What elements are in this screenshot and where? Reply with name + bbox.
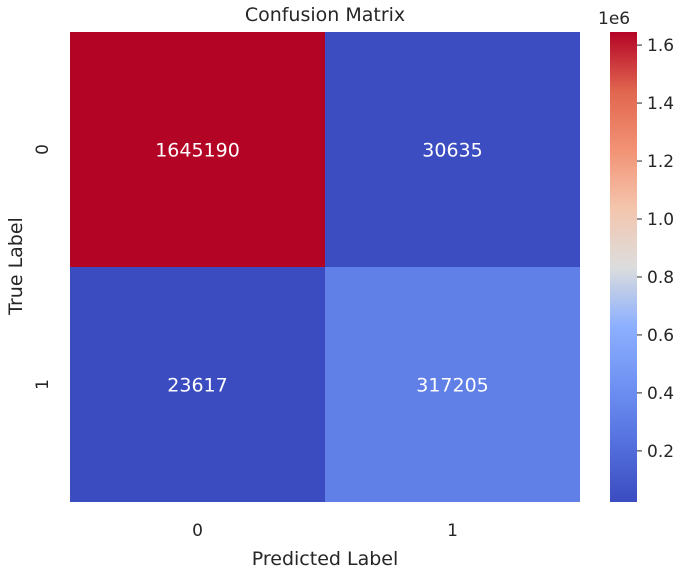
cell-value-label: 1645190 bbox=[155, 140, 240, 162]
colorbar-tick-label: 1.6 bbox=[647, 36, 674, 56]
colorbar-ticks: 0.2 0.4 0.6 0.8 1.0 1.2 1.4 1.6 bbox=[637, 36, 674, 462]
y-tick-label: 1 bbox=[33, 379, 53, 390]
cell-value-label: 23617 bbox=[167, 375, 227, 397]
heatmap-cell bbox=[70, 32, 325, 267]
heatmap-cell bbox=[70, 267, 325, 502]
heatmap-cell bbox=[325, 267, 580, 502]
cell-value-label: 30635 bbox=[422, 140, 482, 162]
heatmap-cells: 1645190 30635 23617 317205 bbox=[70, 32, 580, 502]
colorbar-tick-label: 0.2 bbox=[647, 442, 674, 462]
colorbar-tick-label: 1.4 bbox=[647, 94, 674, 114]
colorbar-multiplier-label: 1e6 bbox=[598, 9, 630, 29]
x-tick-label: 0 bbox=[192, 521, 203, 541]
heatmap-cell bbox=[325, 32, 580, 267]
x-axis-label: Predicted Label bbox=[252, 548, 399, 569]
y-tick-labels: 01 bbox=[33, 144, 53, 390]
colorbar bbox=[610, 32, 637, 502]
y-axis-label: True Label bbox=[5, 217, 27, 316]
y-tick-label: 0 bbox=[33, 144, 53, 155]
x-tick-label: 1 bbox=[447, 521, 458, 541]
colorbar-tick-label: 1.2 bbox=[647, 152, 674, 172]
chart-title: Confusion Matrix bbox=[245, 4, 405, 26]
colorbar-tick-label: 0.6 bbox=[647, 326, 674, 346]
colorbar-tick-label: 1.0 bbox=[647, 210, 674, 230]
colorbar-tick-label: 0.4 bbox=[647, 384, 674, 404]
colorbar-tick-label: 0.8 bbox=[647, 268, 674, 288]
cell-value-label: 317205 bbox=[416, 375, 489, 397]
